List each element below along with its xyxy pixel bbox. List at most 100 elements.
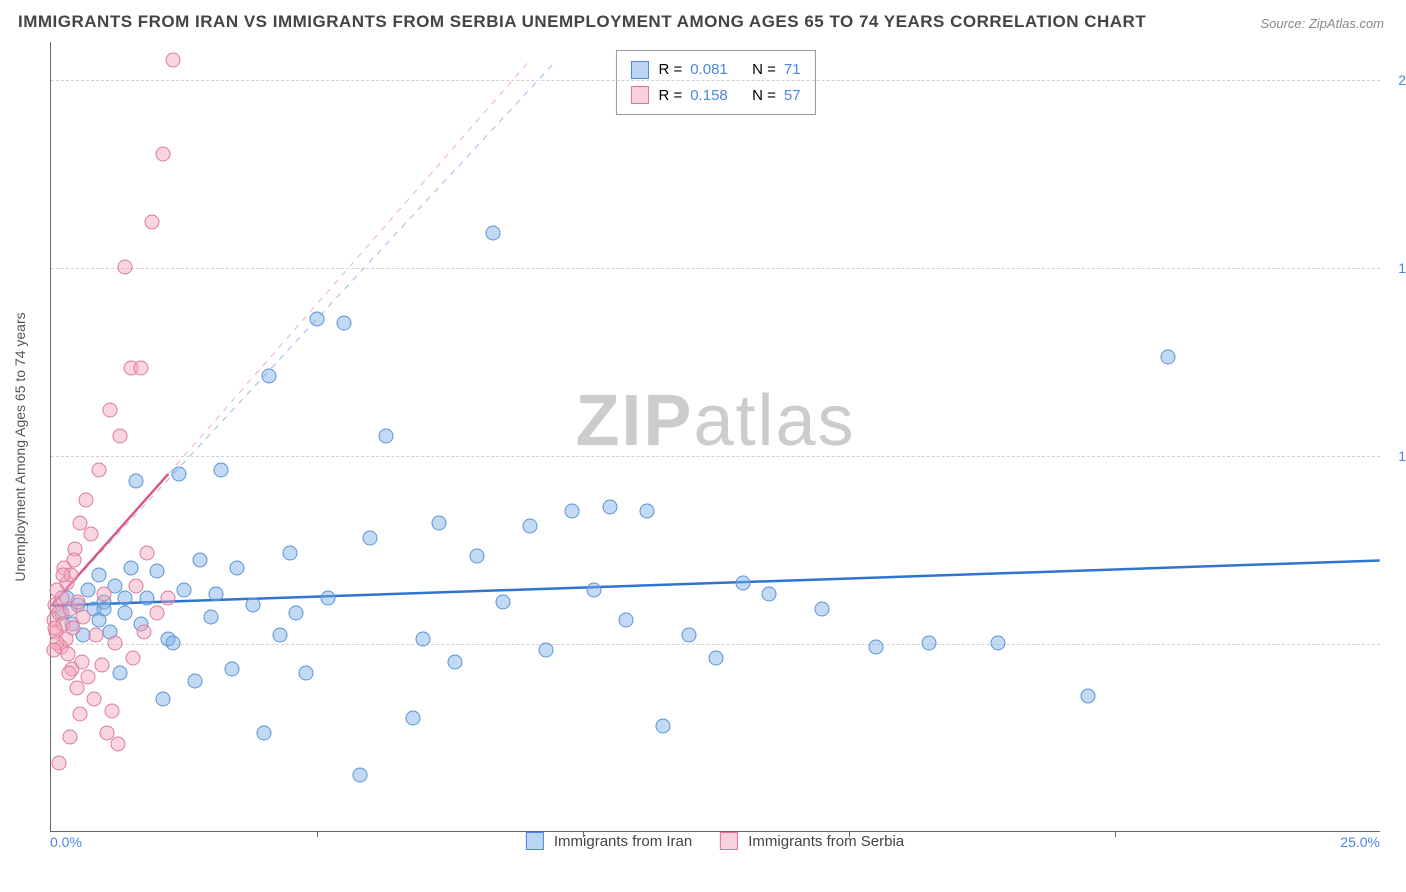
trend-lines-layer (51, 42, 1380, 831)
data-point (618, 613, 633, 628)
data-point (155, 692, 170, 707)
data-point (602, 500, 617, 515)
data-point (129, 474, 144, 489)
data-point (74, 654, 89, 669)
data-point (682, 628, 697, 643)
data-point (192, 553, 207, 568)
data-point (61, 666, 76, 681)
data-point (51, 756, 66, 771)
data-point (921, 635, 936, 650)
data-point (97, 602, 112, 617)
gridline (51, 644, 1380, 645)
data-point (78, 492, 93, 507)
data-point (299, 666, 314, 681)
data-point (113, 429, 128, 444)
data-point (762, 587, 777, 602)
data-point (416, 632, 431, 647)
data-point (62, 729, 77, 744)
data-point (352, 767, 367, 782)
data-point (256, 726, 271, 741)
data-point (262, 368, 277, 383)
data-point (150, 564, 165, 579)
y-axis-label: Unemployment Among Ages 65 to 74 years (12, 312, 28, 581)
data-point (320, 590, 335, 605)
data-point (586, 583, 601, 598)
data-point (129, 579, 144, 594)
data-point (86, 692, 101, 707)
data-point (81, 669, 96, 684)
data-point (208, 587, 223, 602)
data-point (47, 643, 62, 658)
data-point (448, 654, 463, 669)
data-point (166, 52, 181, 67)
data-point (139, 590, 154, 605)
data-point (655, 718, 670, 733)
data-point (118, 259, 133, 274)
data-point (150, 605, 165, 620)
x-tick-label: 25.0% (1340, 834, 1380, 850)
data-point (336, 316, 351, 331)
stats-legend: R = 0.081 N = 71 R = 0.158 N = 57 (615, 50, 815, 115)
data-point (288, 605, 303, 620)
data-point (137, 624, 152, 639)
data-point (105, 703, 120, 718)
y-tick-label: 10.0% (1398, 448, 1406, 464)
data-point (868, 639, 883, 654)
swatch-pink-icon (720, 832, 738, 850)
swatch-pink-icon (630, 86, 648, 104)
data-point (283, 545, 298, 560)
data-point (94, 658, 109, 673)
data-point (230, 560, 245, 575)
data-point (405, 711, 420, 726)
data-point (469, 549, 484, 564)
data-point (363, 530, 378, 545)
data-point (69, 681, 84, 696)
data-point (224, 662, 239, 677)
data-point (123, 560, 138, 575)
data-point (48, 620, 63, 635)
data-point (83, 526, 98, 541)
data-point (735, 575, 750, 590)
data-point (538, 643, 553, 658)
data-point (187, 673, 202, 688)
data-point (496, 594, 511, 609)
legend-item-serbia: Immigrants from Serbia (720, 832, 904, 850)
source-attribution: Source: ZipAtlas.com (1260, 16, 1384, 31)
stats-row-serbia: R = 0.158 N = 57 (630, 83, 800, 109)
data-point (91, 462, 106, 477)
data-point (246, 598, 261, 613)
data-point (145, 214, 160, 229)
data-point (55, 568, 70, 583)
data-point (485, 225, 500, 240)
gridline (51, 268, 1380, 269)
data-point (113, 666, 128, 681)
x-tick (317, 831, 318, 837)
data-point (155, 146, 170, 161)
data-point (272, 628, 287, 643)
data-point (166, 635, 181, 650)
legend-item-iran: Immigrants from Iran (526, 832, 692, 850)
data-point (75, 609, 90, 624)
data-point (709, 650, 724, 665)
data-point (118, 605, 133, 620)
data-point (73, 707, 88, 722)
data-point (134, 361, 149, 376)
plot-area: ZIPatlas R = 0.081 N = 71 R = 0.158 N = … (50, 42, 1380, 832)
data-point (177, 583, 192, 598)
watermark: ZIPatlas (575, 380, 855, 462)
data-point (171, 466, 186, 481)
data-point (522, 519, 537, 534)
chart-container: Unemployment Among Ages 65 to 74 years Z… (50, 42, 1380, 852)
gridline (51, 456, 1380, 457)
data-point (126, 650, 141, 665)
x-tick (1115, 831, 1116, 837)
data-point (815, 602, 830, 617)
data-point (639, 504, 654, 519)
data-point (67, 553, 82, 568)
data-point (70, 594, 85, 609)
data-point (61, 647, 76, 662)
data-point (310, 312, 325, 327)
y-tick-label: 20.0% (1398, 72, 1406, 88)
data-point (102, 402, 117, 417)
bottom-legend: Immigrants from Iran Immigrants from Ser… (526, 832, 904, 850)
